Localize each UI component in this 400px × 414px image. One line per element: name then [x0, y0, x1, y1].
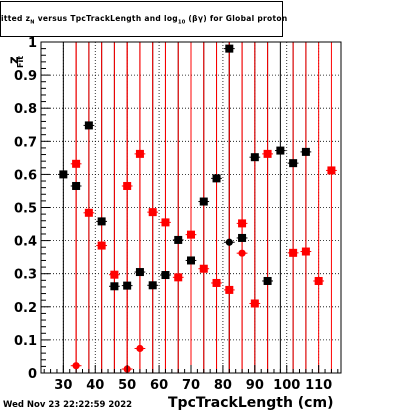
- x-axis-title: TpcTrackLength (cm): [168, 395, 334, 411]
- data-point-square: [250, 153, 259, 162]
- title-sub-b: 10: [177, 19, 186, 26]
- y-tick-label: 0: [28, 367, 37, 382]
- data-point-square: [301, 247, 310, 256]
- data-point-square: [84, 208, 93, 217]
- x-tick-label: 100: [273, 378, 300, 393]
- x-tick-label: 70: [182, 378, 200, 393]
- data-point-square: [263, 149, 272, 158]
- marker-layer: [59, 44, 336, 373]
- data-point-square: [199, 197, 208, 206]
- data-point-square: [225, 44, 234, 53]
- y-tick-label: 0.7: [14, 135, 37, 150]
- x-tick-label: 40: [86, 378, 104, 393]
- x-tick-label: 80: [214, 378, 232, 393]
- x-tick-label: 30: [54, 378, 72, 393]
- data-point-square: [72, 181, 81, 190]
- data-point-square: [148, 208, 157, 217]
- y-tick-label: 0.5: [14, 202, 37, 217]
- data-point-circle: [72, 362, 80, 370]
- data-point-square: [174, 273, 183, 282]
- tick-layer: 30 40 50 60 70 80 90 100 110 0 0.1 0.2 0.3 0.4 0.5 0.6 0…: [14, 36, 339, 393]
- data-point-square: [263, 276, 272, 285]
- chart-title: itted zN versus TpcTrackLength and log10…: [1, 14, 287, 26]
- title-sub-a: N: [30, 19, 35, 26]
- data-point-square: [199, 264, 208, 273]
- y-tick-label: 0.4: [14, 235, 37, 250]
- data-point-square: [148, 281, 157, 290]
- data-point-square: [72, 159, 81, 168]
- data-point-square: [110, 270, 119, 279]
- data-point-square: [84, 121, 93, 130]
- data-point-circle: [225, 238, 233, 246]
- y-tick-label: 0.6: [14, 168, 37, 183]
- data-point-square: [174, 235, 183, 244]
- chart-title-box: itted zN versus TpcTrackLength and log10…: [0, 1, 287, 37]
- data-point-circle: [136, 344, 144, 353]
- y-tick-label: 0.9: [14, 69, 37, 84]
- data-point-square: [212, 174, 221, 183]
- x-tick-label: 50: [118, 378, 136, 393]
- y-tick-label: 0.3: [14, 268, 37, 283]
- data-point-square: [187, 230, 195, 239]
- data-point-square: [301, 147, 310, 156]
- date-stamp: Wed Nov 23 22:22:59 2022: [3, 400, 133, 410]
- data-point-square: [327, 166, 336, 175]
- data-point-square: [314, 276, 323, 285]
- x-tick-label: 110: [305, 378, 332, 393]
- data-point-square: [289, 248, 298, 257]
- data-point-square: [289, 159, 298, 168]
- data-point-square: [123, 181, 132, 190]
- data-point-square: [276, 146, 285, 155]
- data-point-square: [59, 170, 68, 179]
- y-tick-label: 0.2: [14, 301, 37, 316]
- data-point-square: [187, 256, 195, 265]
- data-point-square: [238, 233, 247, 242]
- data-point-circle: [238, 249, 246, 257]
- x-tick-label: 60: [150, 378, 168, 393]
- title-part-b: versus TpcTrackLength and log: [34, 14, 178, 23]
- y-tick-label: 1: [28, 36, 37, 51]
- title-part-c: (βγ) for Global proton: [185, 14, 288, 23]
- data-point-square: [110, 282, 119, 291]
- x-tick-label: 90: [246, 378, 264, 393]
- title-part-a: itted z: [1, 14, 31, 23]
- data-point-square: [97, 217, 106, 226]
- data-point-square: [250, 299, 259, 308]
- data-point-square: [212, 278, 221, 287]
- data-point-square: [123, 281, 132, 290]
- error-bar-layer: [57, 42, 337, 373]
- data-point-square: [161, 271, 170, 280]
- data-point-square: [135, 268, 144, 277]
- y-tick-label: 0.1: [14, 334, 37, 349]
- data-point-square: [238, 219, 247, 228]
- data-point-square: [135, 149, 144, 158]
- data-point-square: [97, 241, 106, 250]
- y-tick-label: 0.8: [14, 102, 37, 117]
- data-point-square: [161, 218, 170, 227]
- data-point-square: [225, 285, 234, 294]
